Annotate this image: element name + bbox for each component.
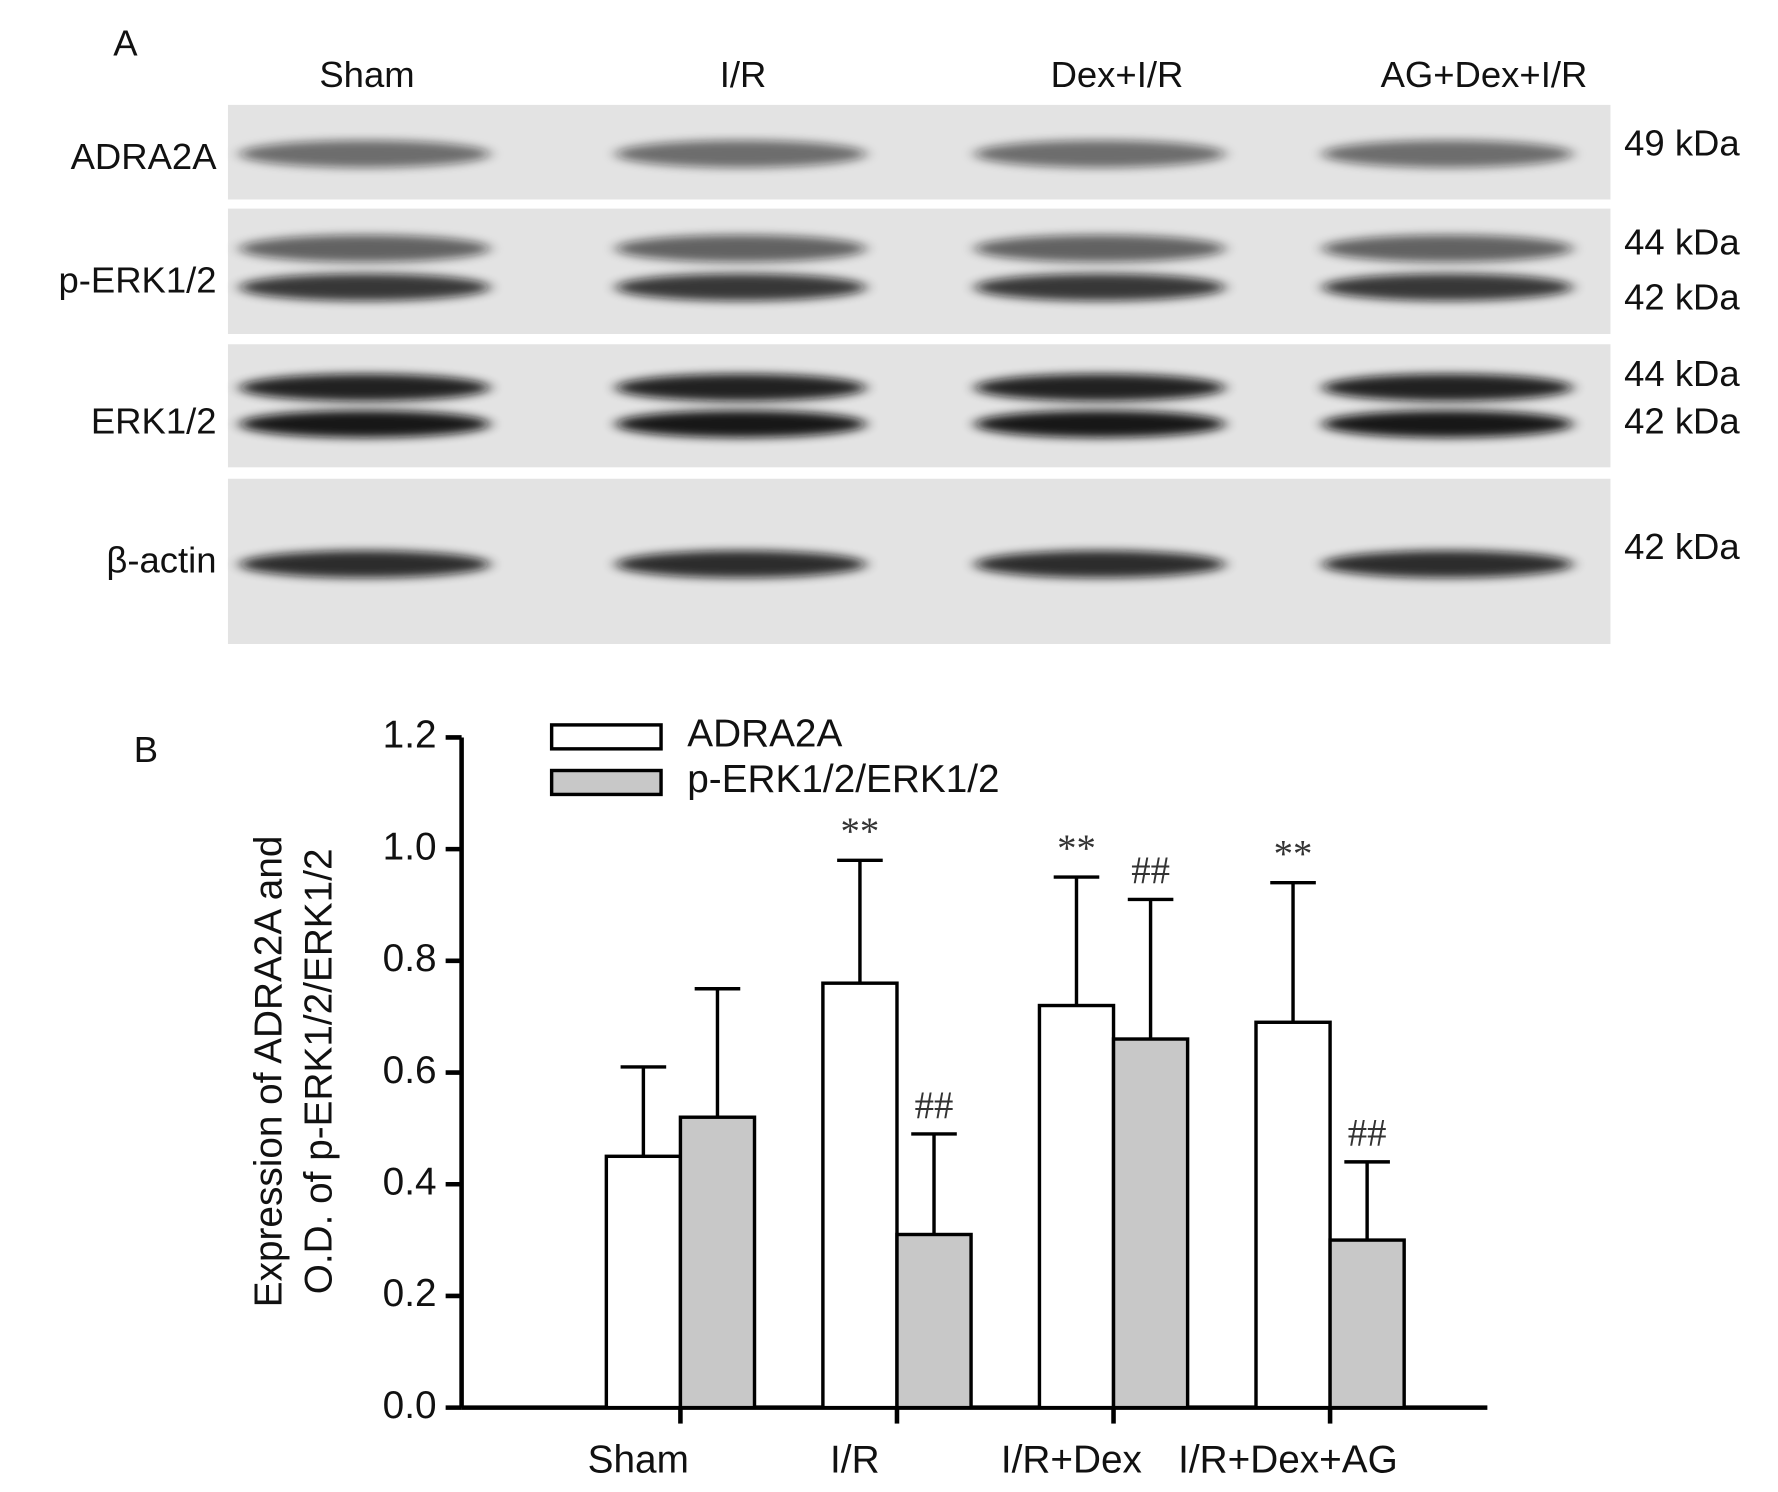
significance-label: ** xyxy=(1057,827,1096,870)
band xyxy=(1322,550,1573,578)
row-label: β-actin xyxy=(106,540,216,581)
lane-label: I/R xyxy=(720,54,767,95)
bar xyxy=(1037,1003,1116,1410)
band xyxy=(974,373,1226,402)
significance-label: ** xyxy=(841,810,880,853)
band xyxy=(1322,234,1573,263)
band xyxy=(615,373,867,402)
lane-label: Dex+I/R xyxy=(1051,54,1184,95)
bar xyxy=(1254,1020,1332,1410)
band xyxy=(974,234,1226,263)
y-tick-label: 0.8 xyxy=(383,937,437,980)
band xyxy=(974,410,1226,438)
kda-label: 44 kDa xyxy=(1624,222,1740,263)
band xyxy=(615,140,867,168)
legend-swatch xyxy=(549,723,663,751)
panel-label: A xyxy=(113,22,138,63)
legend-label: p-ERK1/2/ERK1/2 xyxy=(687,758,999,801)
band xyxy=(615,273,867,301)
row-label: p-ERK1/2 xyxy=(58,259,216,300)
lane-label: AG+Dex+I/R xyxy=(1381,54,1588,95)
band xyxy=(1322,273,1573,301)
bar xyxy=(821,981,899,1410)
band xyxy=(615,234,867,263)
y-tick-label: 0.4 xyxy=(383,1160,437,1203)
kda-label: 44 kDa xyxy=(1624,353,1740,394)
band xyxy=(239,550,491,578)
band xyxy=(239,373,491,402)
kda-label: 42 kDa xyxy=(1624,401,1740,442)
band xyxy=(239,410,491,438)
y-axis-label: Expression of ADRA2A and O.D. of p-ERK1/2… xyxy=(247,836,340,1308)
band xyxy=(1322,140,1573,168)
x-tick-label: I/R+Dex xyxy=(1001,1439,1142,1482)
significance-label: ## xyxy=(1131,849,1170,892)
x-tick-label: I/R xyxy=(830,1439,880,1482)
band xyxy=(239,234,491,263)
y-tick-label: 0.6 xyxy=(383,1049,437,1092)
band xyxy=(974,273,1226,301)
kda-label: 42 kDa xyxy=(1624,276,1740,317)
significance-label: ## xyxy=(1348,1112,1387,1155)
significance-label: ## xyxy=(915,1084,954,1127)
bar xyxy=(678,1115,757,1410)
y-axis-label-line: Expression of ADRA2A and xyxy=(247,836,290,1308)
band xyxy=(974,140,1226,168)
legend-swatch xyxy=(549,768,663,797)
y-axis-label-line: O.D. of p-ERK1/2/ERK1/2 xyxy=(298,848,341,1294)
lane-label: Sham xyxy=(319,54,414,95)
band xyxy=(1322,373,1573,402)
row-label: ERK1/2 xyxy=(91,401,217,442)
bar xyxy=(1111,1037,1190,1410)
y-tick-label: 1.0 xyxy=(383,825,437,868)
bar xyxy=(895,1232,973,1410)
band xyxy=(239,273,491,301)
y-tick-label: 1.2 xyxy=(383,714,437,757)
bar xyxy=(604,1154,683,1410)
row-label: ADRA2A xyxy=(71,136,218,177)
blot-strip xyxy=(227,208,1611,334)
panel-label: B xyxy=(134,729,158,770)
x-tick-label: I/R+Dex+AG xyxy=(1178,1439,1398,1482)
y-tick-label: 0.2 xyxy=(383,1272,437,1315)
band xyxy=(615,410,867,438)
band xyxy=(615,550,867,578)
blot-strip xyxy=(227,344,1611,468)
significance-label: ** xyxy=(1274,832,1313,875)
y-tick-label: 0.0 xyxy=(383,1384,437,1427)
band xyxy=(1322,410,1573,438)
kda-label: 49 kDa xyxy=(1624,123,1740,164)
band xyxy=(974,550,1226,578)
band xyxy=(239,140,491,168)
kda-label: 42 kDa xyxy=(1624,526,1740,567)
x-tick-label: Sham xyxy=(588,1439,689,1482)
bar xyxy=(1328,1238,1406,1410)
legend-label: ADRA2A xyxy=(687,713,842,756)
